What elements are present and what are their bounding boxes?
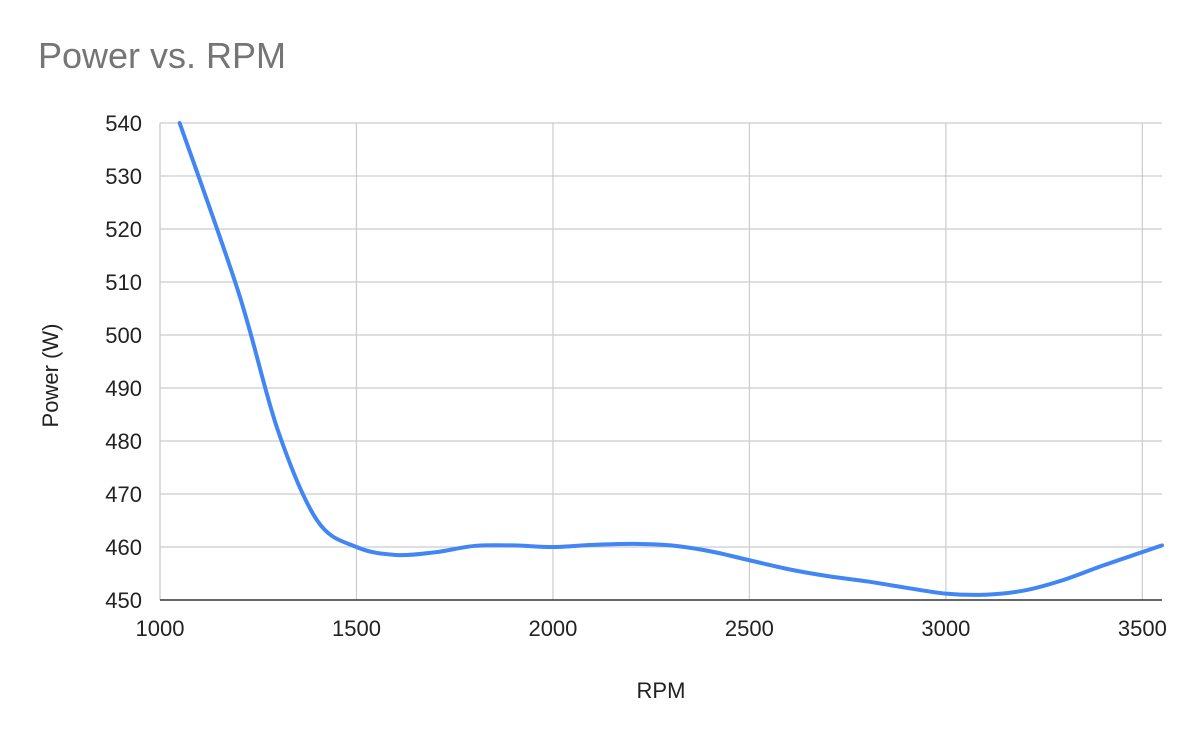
- y-tick-labels: 450 460 470 480 490 500 510 520 530 540: [105, 111, 142, 613]
- y-tick-label: 500: [105, 323, 142, 348]
- x-axis-title: RPM: [637, 678, 686, 703]
- x-tick-label: 2000: [528, 616, 577, 641]
- y-tick-label: 460: [105, 535, 142, 560]
- y-tick-label: 540: [105, 111, 142, 136]
- x-tick-label: 1000: [136, 616, 185, 641]
- x-tick-label: 3500: [1118, 616, 1167, 641]
- series-line: [177, 121, 1164, 597]
- y-axis-title: Power (W): [38, 324, 63, 428]
- y-tick-label: 520: [105, 217, 142, 242]
- y-gridlines: [160, 122, 1162, 601]
- series-layer: [177, 121, 1164, 597]
- y-tick-label: 470: [105, 482, 142, 507]
- y-tick-label: 490: [105, 376, 142, 401]
- y-tick-label: 480: [105, 429, 142, 454]
- x-tick-labels: 1000 1500 2000 2500 3000 3500: [136, 616, 1167, 641]
- x-gridlines: [159, 123, 1143, 600]
- y-tick-label: 530: [105, 164, 142, 189]
- chart-title: Power vs. RPM: [38, 35, 287, 76]
- x-tick-label: 3000: [921, 616, 970, 641]
- x-tick-label: 2500: [725, 616, 774, 641]
- x-tick-label: 1500: [332, 616, 381, 641]
- y-tick-label: 450: [105, 588, 142, 613]
- y-tick-label: 510: [105, 270, 142, 295]
